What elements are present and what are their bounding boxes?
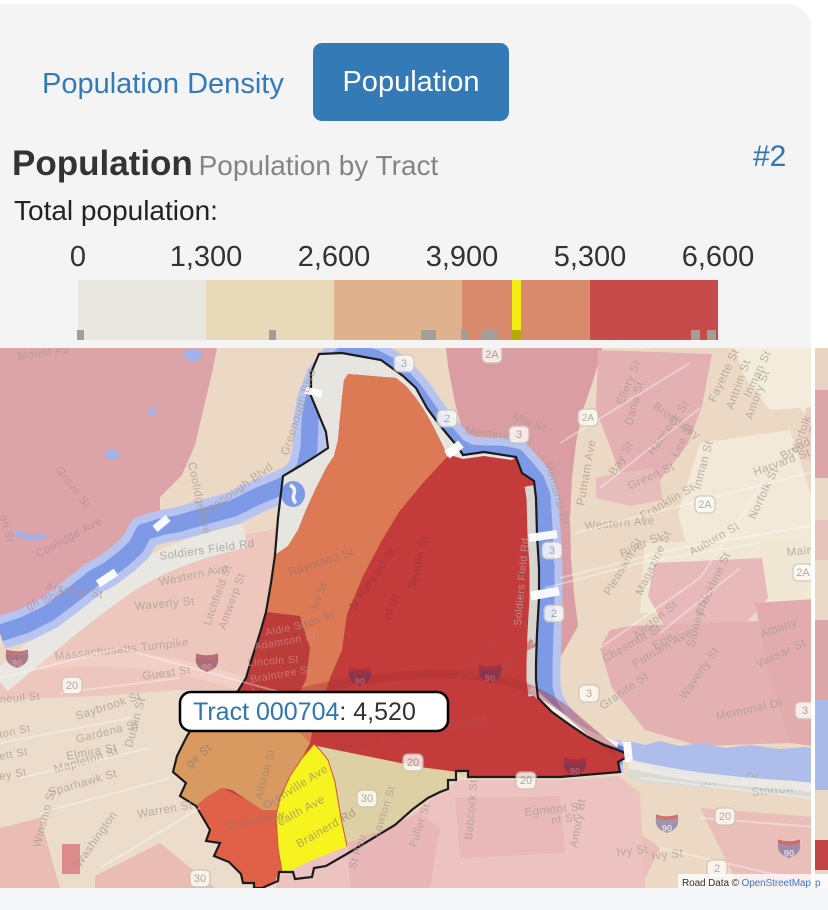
svg-text:30: 30 xyxy=(194,873,206,885)
svg-text:90: 90 xyxy=(662,824,673,835)
svg-text:ett St: ett St xyxy=(0,746,29,763)
svg-text:Tract 000704: 4,520: Tract 000704: 4,520 xyxy=(193,698,416,726)
svg-text:20: 20 xyxy=(719,811,731,823)
svg-text:2A: 2A xyxy=(698,499,712,511)
svg-text:90: 90 xyxy=(570,767,581,778)
svg-text:3: 3 xyxy=(586,688,592,700)
svg-text:Ivy St: Ivy St xyxy=(616,844,649,859)
svg-text:20: 20 xyxy=(407,757,419,769)
svg-text:3: 3 xyxy=(401,358,407,370)
svg-text:20: 20 xyxy=(520,775,532,787)
svg-text:Road Data © OpenStreetMap: Road Data © OpenStreetMap xyxy=(682,878,811,888)
svg-text:30: 30 xyxy=(361,793,373,805)
svg-text:90: 90 xyxy=(784,849,795,860)
svg-text:2A: 2A xyxy=(485,349,499,361)
svg-text:ey St: ey St xyxy=(0,766,28,783)
svg-text:3: 3 xyxy=(516,429,522,441)
svg-text:neuil St: neuil St xyxy=(0,690,41,706)
svg-text:90: 90 xyxy=(12,659,23,670)
svg-text:90: 90 xyxy=(355,677,366,688)
svg-text:Waverly St: Waverly St xyxy=(134,596,195,613)
svg-text:Ivy St: Ivy St xyxy=(651,848,684,863)
svg-text:Lincoln St: Lincoln St xyxy=(247,653,299,669)
svg-text:2: 2 xyxy=(551,608,557,620)
svg-text:nt St: nt St xyxy=(551,812,578,827)
svg-text:p: p xyxy=(815,878,821,888)
svg-text:90: 90 xyxy=(202,663,213,674)
svg-text:2A: 2A xyxy=(582,413,595,424)
svg-text:Main: Main xyxy=(786,545,814,559)
svg-text:2: 2 xyxy=(444,413,450,425)
svg-text:2A: 2A xyxy=(796,567,810,579)
svg-text:2: 2 xyxy=(714,863,720,875)
svg-text:90: 90 xyxy=(485,674,496,685)
svg-text:3: 3 xyxy=(802,705,808,717)
svg-text:3: 3 xyxy=(549,545,555,557)
svg-text:20: 20 xyxy=(66,680,78,692)
svg-text:Babcock St: Babcock St xyxy=(463,779,480,840)
